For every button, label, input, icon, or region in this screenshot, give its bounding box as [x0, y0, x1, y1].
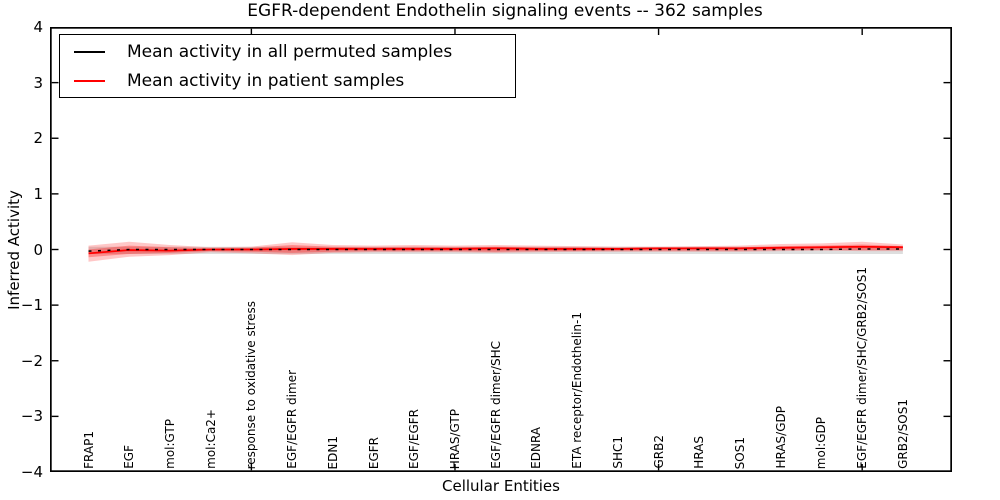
- x-tick-label: HRAS: [692, 436, 707, 469]
- y-tick-label: 2: [33, 129, 43, 148]
- x-tick-label: EDN1: [325, 435, 340, 469]
- y-tick-label: 3: [33, 73, 43, 92]
- x-tick-label: GRB2/SOS1: [895, 399, 910, 469]
- y-tick-label: 4: [33, 18, 43, 36]
- x-tick-label: SHC1: [610, 436, 625, 469]
- x-tick-label: EGF/EGFR dimer/SHC: [488, 341, 503, 469]
- x-tick-label: EGF/EGFR dimer/SHC/GRB2/SOS1: [855, 267, 870, 469]
- legend-item-permuted: Mean activity in all permuted samples: [60, 37, 515, 66]
- x-tick-label: EGF: [122, 445, 137, 469]
- x-tick-label: response to oxidative stress: [244, 300, 259, 469]
- y-tick-label: −4: [20, 463, 43, 481]
- y-tick-label: 0: [33, 240, 43, 259]
- x-tick-label: ETA receptor/Endothelin-1: [570, 312, 585, 469]
- x-tick-label: HRAS/GDP: [773, 406, 788, 469]
- x-tick-label: mol:GTP: [162, 419, 177, 469]
- legend: Mean activity in all permuted samples Me…: [59, 34, 516, 98]
- x-tick-label: EDNRA: [529, 427, 544, 469]
- x-tick-label: EGFR: [366, 436, 381, 469]
- legend-line-sample-red: [74, 79, 105, 82]
- x-tick-label: mol:Ca2+: [203, 409, 218, 469]
- series-line-permuted-mean: [88, 248, 903, 252]
- x-tick-label: FRAP1: [81, 431, 96, 469]
- plot-area: [50, 27, 952, 472]
- x-tick-label: EGF/EGFR: [407, 409, 422, 469]
- legend-item-label: Mean activity in patient samples: [127, 70, 405, 91]
- x-tick-label: SOS1: [733, 436, 748, 469]
- x-axis-label: Cellular Entities: [442, 477, 560, 495]
- x-tick-label: mol:GDP: [814, 416, 829, 469]
- x-tick-label: EGF/EGFR dimer: [285, 370, 300, 469]
- legend-item-label: Mean activity in all permuted samples: [127, 41, 453, 62]
- x-tick-label: HRAS/GTP: [447, 408, 462, 469]
- legend-line-sample-black: [74, 50, 105, 53]
- x-tick-label: GRB2: [651, 435, 666, 469]
- chart-title: EGFR-dependent Endothelin signaling even…: [247, 1, 763, 21]
- y-tick-label: −1: [20, 296, 43, 315]
- y-tick-label: −2: [20, 351, 43, 370]
- y-tick-label: 1: [33, 184, 43, 203]
- y-tick-label: −3: [20, 407, 43, 426]
- patient-samples-std-band-outer: [88, 241, 903, 262]
- axes-frame: [50, 27, 952, 472]
- legend-item-patient: Mean activity in patient samples: [60, 66, 515, 95]
